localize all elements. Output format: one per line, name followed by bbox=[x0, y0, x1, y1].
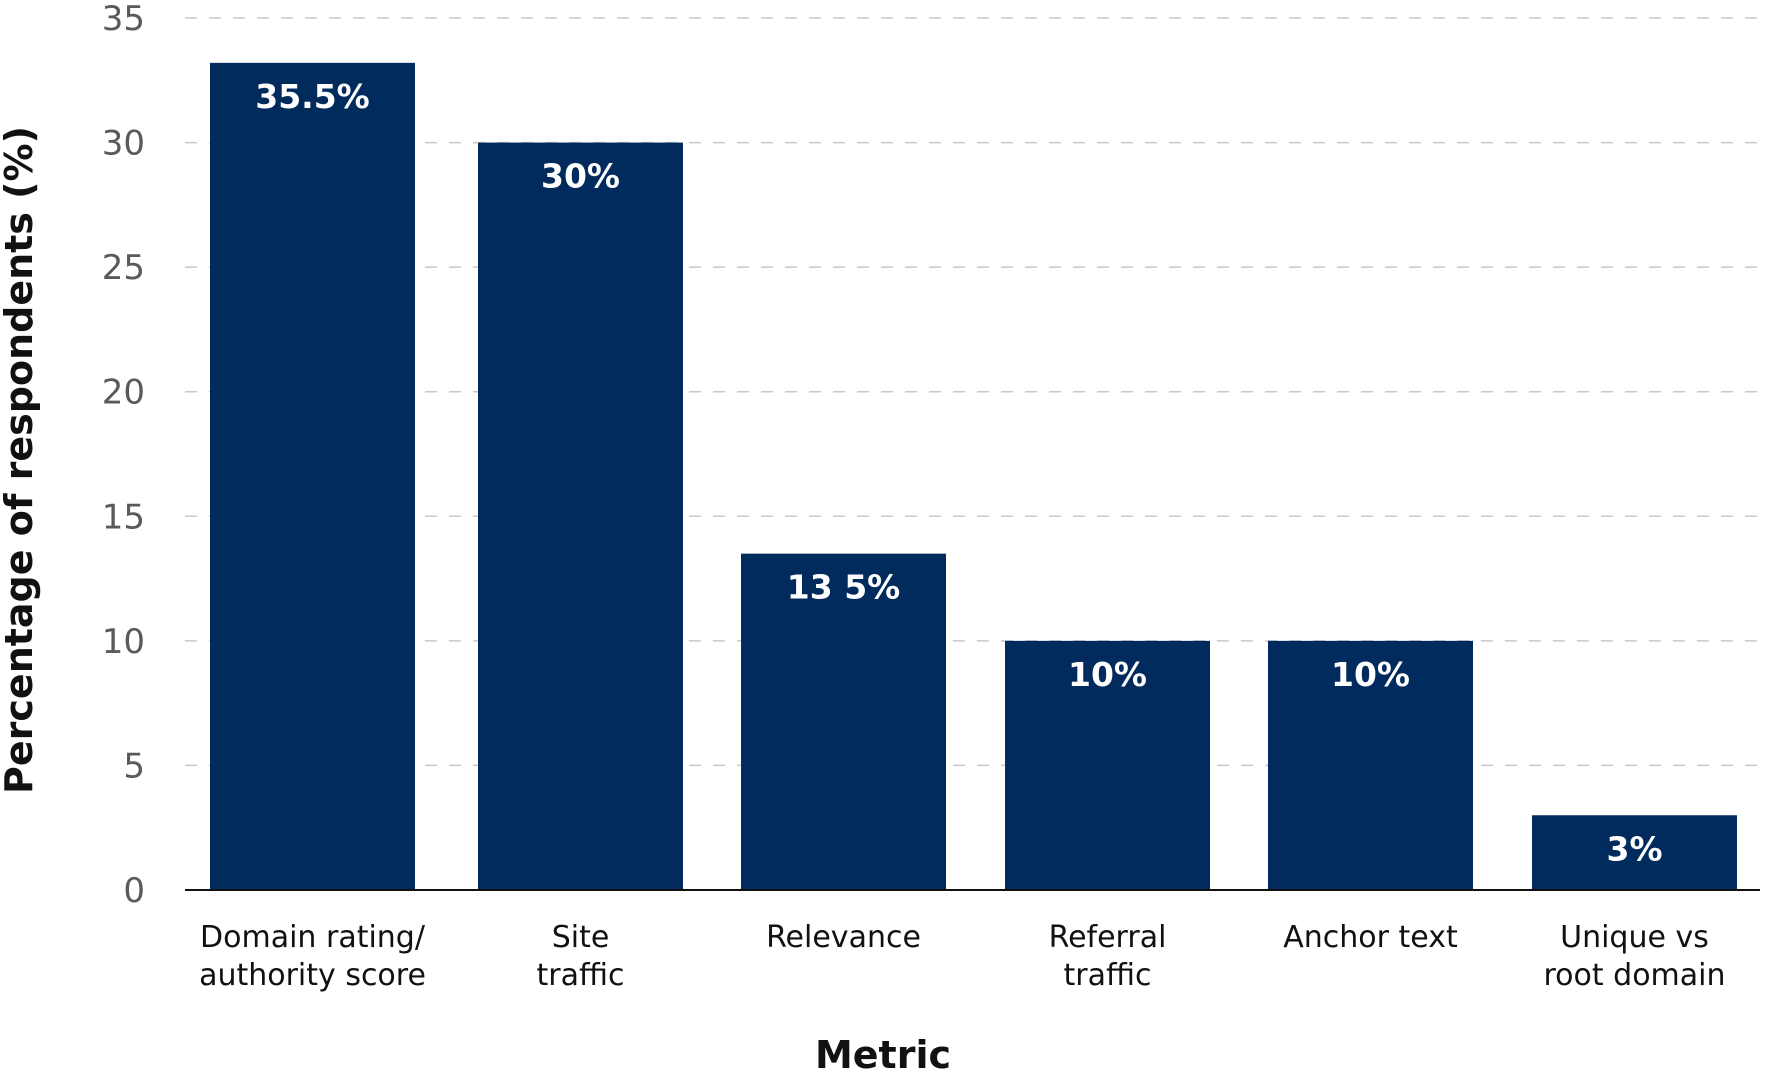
y-tick-label: 15 bbox=[102, 497, 145, 537]
data-label: 10% bbox=[1068, 655, 1147, 694]
y-tick-label: 30 bbox=[102, 124, 145, 164]
x-axis-title: Metric bbox=[815, 1033, 951, 1077]
x-tick-label: root domain bbox=[1543, 958, 1725, 993]
bar bbox=[1268, 640, 1473, 890]
data-label: 13 5% bbox=[787, 568, 900, 607]
x-tick-label: traffic bbox=[1064, 958, 1152, 993]
x-tick-label: Anchor text bbox=[1283, 920, 1458, 955]
y-tick-label: 0 bbox=[123, 871, 145, 911]
y-tick-label: 25 bbox=[102, 248, 145, 288]
data-label: 3% bbox=[1606, 829, 1662, 868]
y-axis-title: Percentage of respondents (%) bbox=[0, 126, 41, 794]
bar bbox=[478, 142, 683, 891]
bar bbox=[1005, 640, 1210, 890]
y-tick-label: 5 bbox=[123, 746, 145, 786]
x-tick-label: traffic bbox=[537, 958, 625, 993]
x-axis-categories: Domain rating/authority scoreSitetraffic… bbox=[199, 920, 1725, 993]
x-tick-label: Referral bbox=[1049, 920, 1167, 955]
data-label: 30% bbox=[541, 157, 620, 196]
x-tick-label: Relevance bbox=[766, 920, 921, 955]
x-tick-label: Domain rating/ bbox=[200, 920, 426, 955]
x-tick-label: authority score bbox=[199, 958, 426, 993]
y-tick-label: 20 bbox=[102, 373, 145, 413]
y-axis-ticks: 0 5 10 15 20 25 30 35 bbox=[102, 0, 145, 911]
data-label: 35.5% bbox=[255, 77, 370, 116]
gridlines bbox=[185, 17, 1760, 767]
x-tick-label: Site bbox=[552, 920, 610, 955]
data-labels: 35.5% 30% 13 5% 10% 10% 3% bbox=[255, 77, 1662, 868]
y-tick-label: 10 bbox=[102, 622, 145, 662]
bar bbox=[1532, 815, 1737, 890]
bar bbox=[741, 553, 946, 890]
x-tick-label: Unique vs bbox=[1560, 920, 1709, 955]
data-label: 10% bbox=[1331, 655, 1410, 694]
y-tick-label: 35 bbox=[102, 0, 145, 39]
bars bbox=[210, 62, 1737, 891]
bar bbox=[210, 62, 415, 891]
